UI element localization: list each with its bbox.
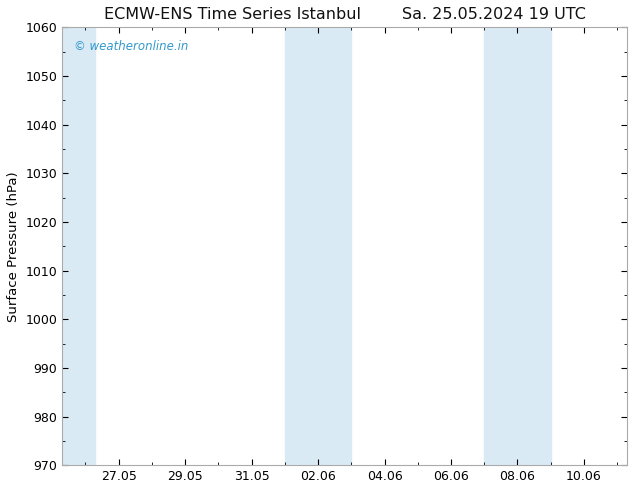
Bar — [285, 27, 351, 465]
Text: © weatheronline.in: © weatheronline.in — [74, 40, 188, 53]
Y-axis label: Surface Pressure (hPa): Surface Pressure (hPa) — [7, 171, 20, 321]
Title: ECMW-ENS Time Series Istanbul        Sa. 25.05.2024 19 UTC: ECMW-ENS Time Series Istanbul Sa. 25.05.… — [104, 7, 586, 22]
Bar — [484, 27, 551, 465]
Bar — [62, 27, 96, 465]
